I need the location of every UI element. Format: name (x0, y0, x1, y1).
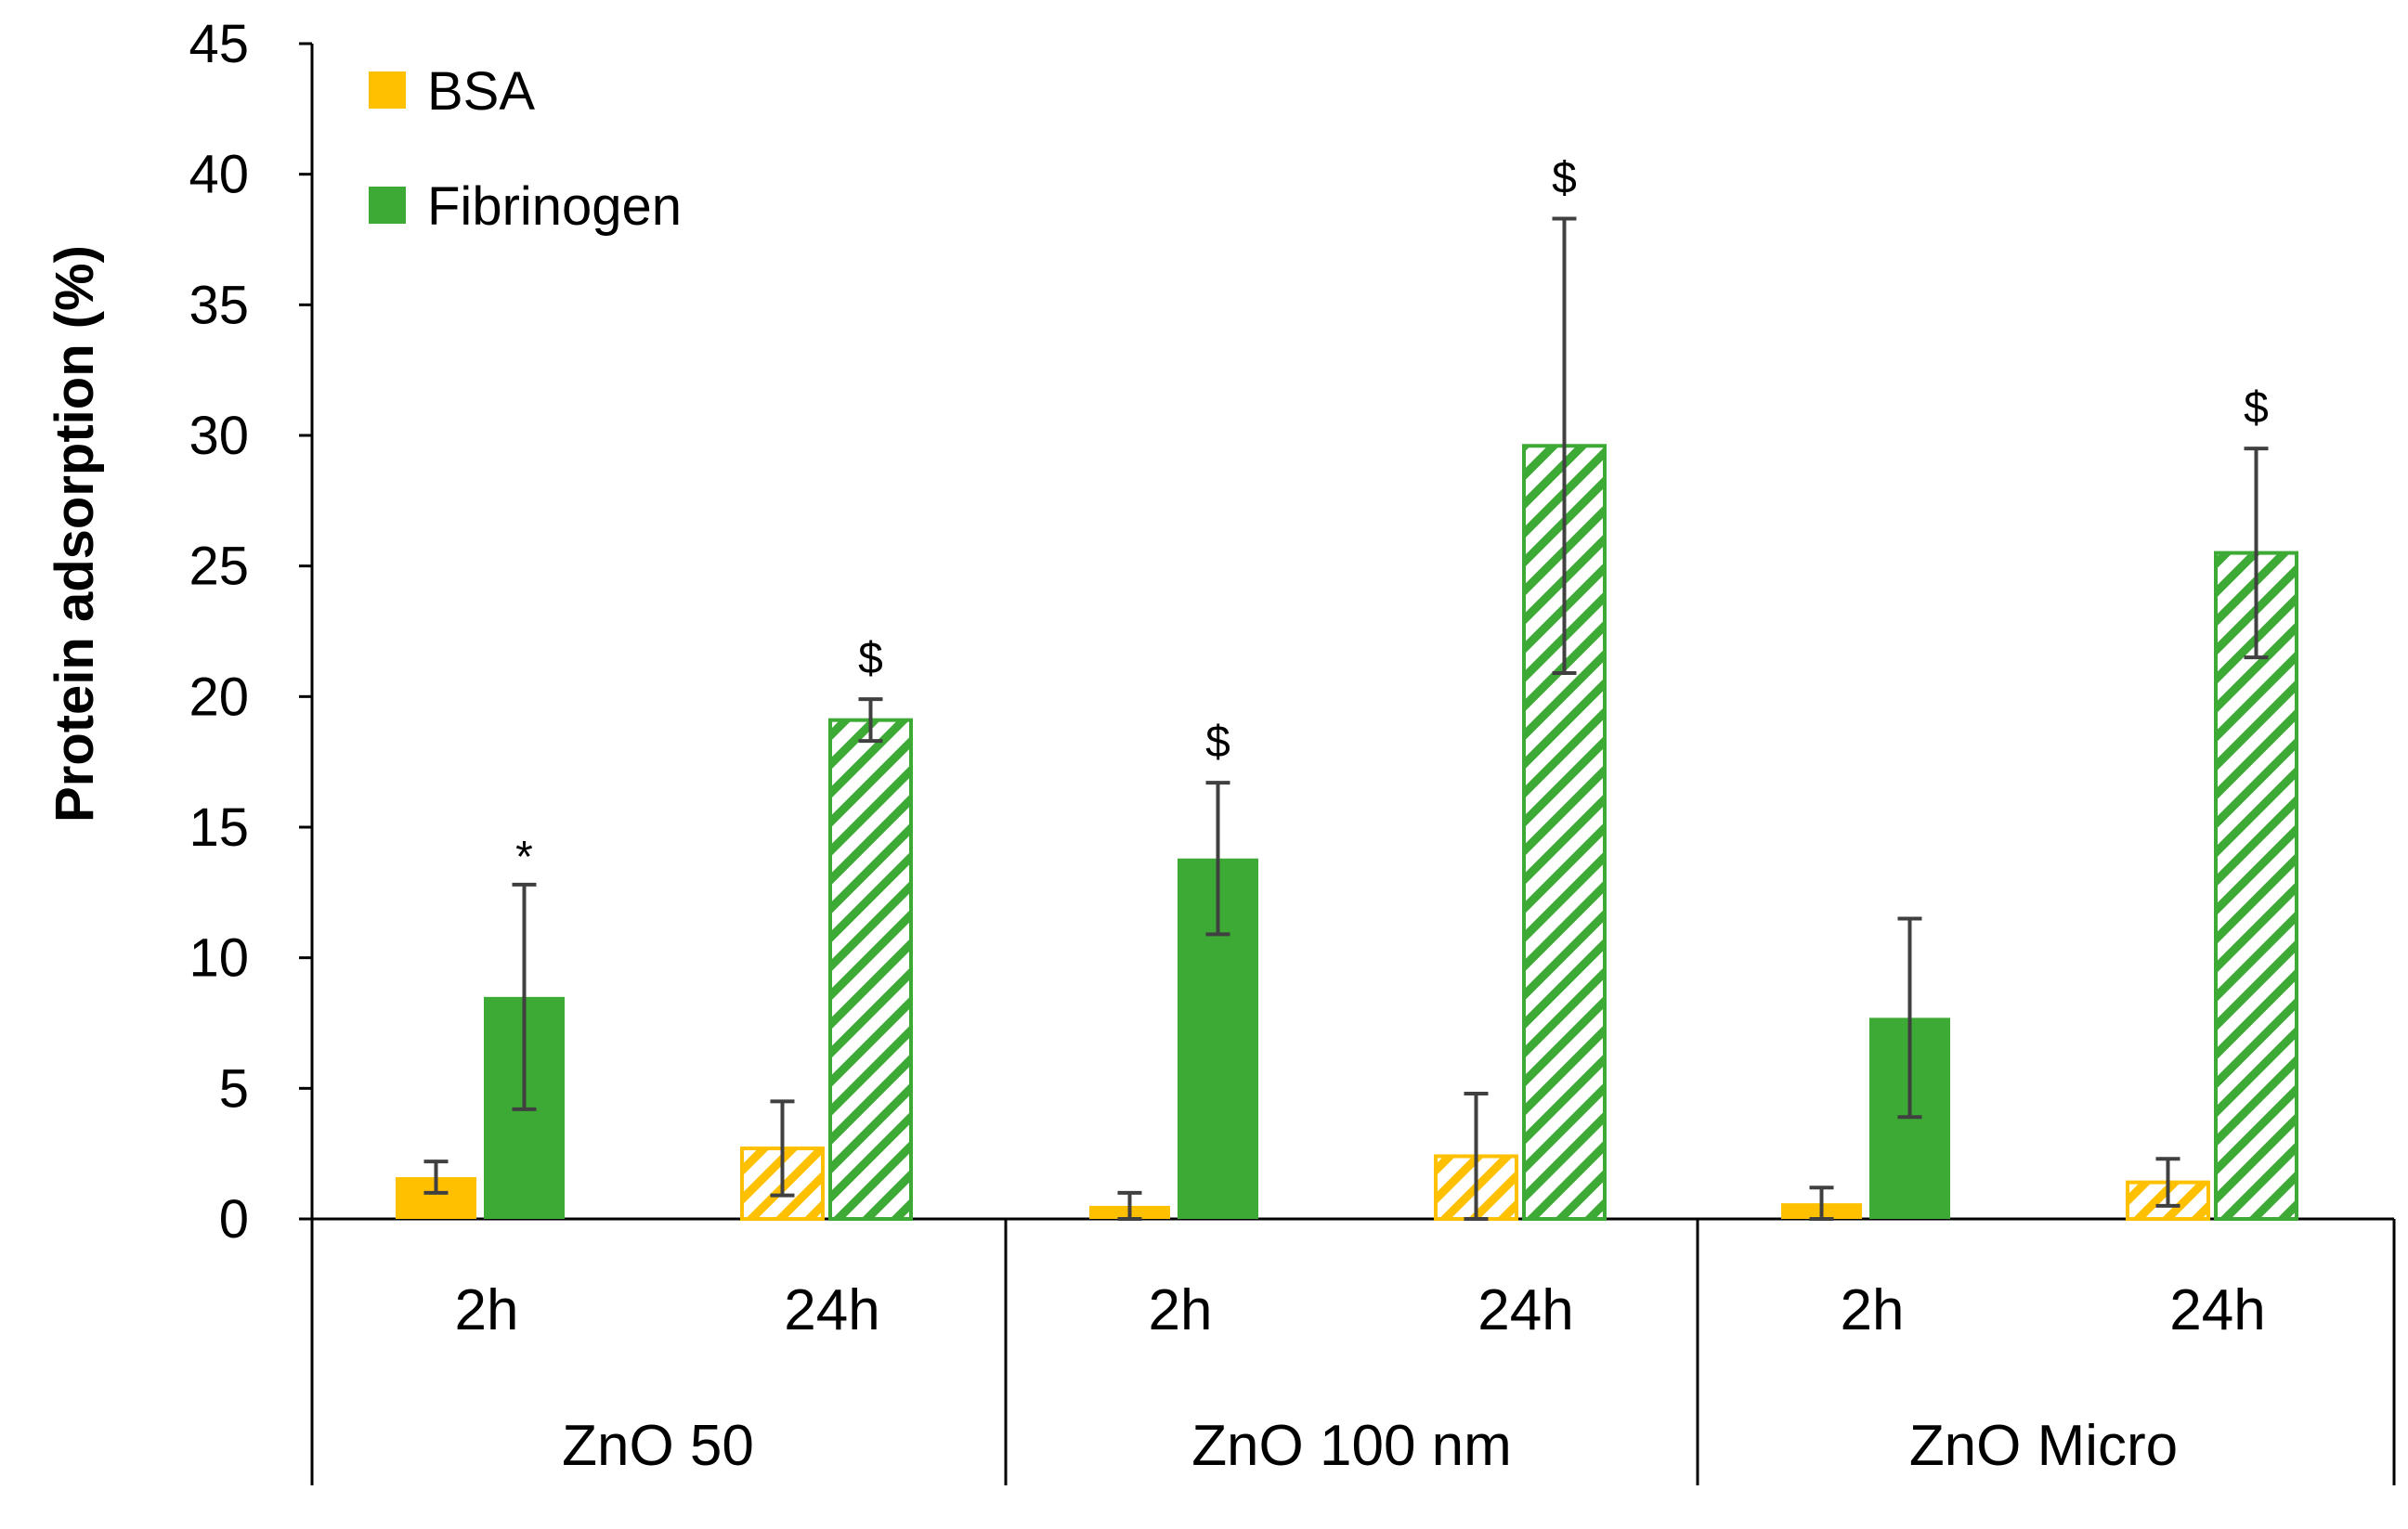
legend-label-bsa: BSA (427, 61, 535, 122)
y-tick-label: 0 (219, 1189, 249, 1250)
x-tick-label-timepoint: 2h (1149, 1278, 1213, 1342)
significance-mark: $ (1205, 718, 1230, 767)
x-tick-label-group: ZnO 100 nm (1191, 1414, 1512, 1478)
bar-fibrinogen-zno-micro-24h (2214, 551, 2298, 1221)
y-tick-label: 5 (219, 1058, 249, 1119)
axes (310, 44, 2396, 1485)
significance-mark: $ (2244, 383, 2269, 433)
x-tick-label-timepoint: 2h (455, 1278, 519, 1342)
bars (396, 444, 2298, 1222)
x-axis-categories: 2h 24h ZnO 50 2h 24h ZnO 100 nm 2h 24h ZnO Micro (455, 1278, 2266, 1478)
y-tick-label: 20 (189, 667, 249, 727)
significance-mark: $ (1552, 153, 1577, 202)
y-axis-title: Protein adsorption (%) (45, 245, 105, 823)
significance-mark: $ (858, 634, 883, 683)
x-tick-label-timepoint: 2h (1841, 1278, 1905, 1342)
x-tick-label-timepoint: 24h (1477, 1278, 1573, 1342)
legend: BSA Fibrinogen (369, 61, 682, 237)
error-bars (423, 216, 2269, 1221)
y-tick-label: 30 (189, 406, 249, 466)
x-tick-label-timepoint: 24h (784, 1278, 879, 1342)
y-tick-label: 10 (189, 928, 249, 989)
y-tick-label: 40 (189, 145, 249, 205)
x-tick-label-timepoint: 24h (2169, 1278, 2265, 1342)
y-tick-label: 25 (189, 537, 249, 597)
bar-fibrinogen-zno-50-24h (828, 718, 913, 1221)
legend-label-fibrinogen: Fibrinogen (427, 176, 682, 237)
y-axis-ticks: 0 5 10 15 20 25 30 35 40 45 (189, 14, 312, 1250)
y-tick-label: 45 (189, 14, 249, 74)
significance-marks: * $ $ $ $ (515, 153, 2269, 881)
legend-swatch-bsa (369, 71, 406, 109)
y-tick-label: 15 (189, 797, 249, 858)
legend-swatch-fibrinogen (369, 187, 406, 224)
significance-mark: * (515, 833, 533, 882)
x-tick-label-group: ZnO 50 (562, 1414, 754, 1478)
x-tick-label-group: ZnO Micro (1909, 1414, 2178, 1478)
y-tick-label: 35 (189, 275, 249, 335)
